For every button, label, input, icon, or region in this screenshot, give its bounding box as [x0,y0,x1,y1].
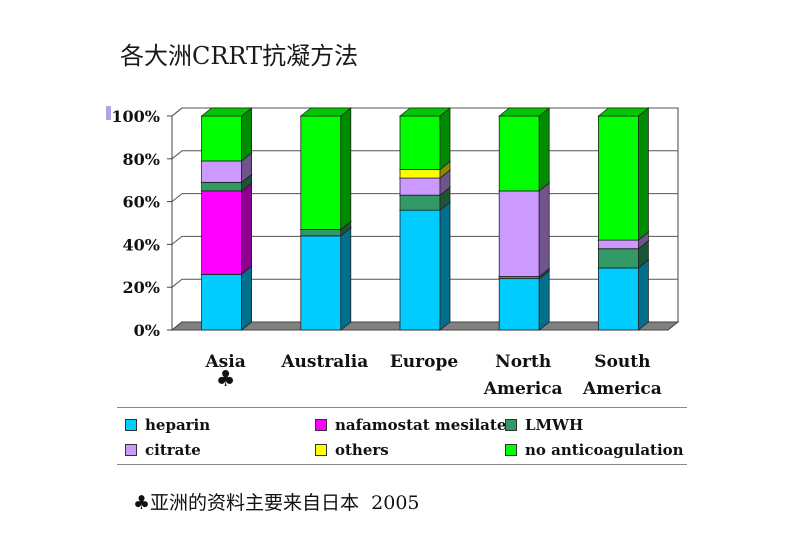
legend-swatch [125,444,137,456]
slide-title: 各大洲CRRT抗凝方法 [120,42,359,70]
y-tick-label: 20% [123,278,160,297]
legend-swatch [505,444,517,456]
bar-segment [201,273,243,331]
legend-swatch [315,419,327,431]
bar-segment [498,278,540,331]
club-marker: ♣ [216,367,236,392]
stacked-bar-chart: 0% 20% 40% 60% 80% 100% Asia♣ Australia Europe No… [111,107,680,399]
bar-segment-side [638,259,649,331]
legend-item: others [315,439,389,461]
legend-swatch [505,419,517,431]
legend-item: LMWH [505,414,583,436]
bar-segment [201,160,243,183]
bar-segment-top [597,107,650,117]
footnote: ♣亚洲的资料主要来自日本 2005 [133,488,420,515]
bar-segment [498,115,540,192]
bar-segment [201,190,243,275]
bar-segment-top [200,107,253,117]
bar-segment [598,239,639,250]
chart-legend: heparin nafamostat mesilate LMWH citrate oth… [117,407,687,465]
x-category-label: America [483,379,563,399]
bar-segment-side [538,182,550,278]
bar-segment-side [241,182,253,276]
bar-segment-top [299,107,352,117]
legend-swatch [125,419,137,431]
bar-segment-side [538,107,550,192]
bar-segment-side [340,107,352,231]
legend-item: heparin [125,414,210,436]
x-category-label: Europe [390,352,458,372]
legend-label: nafamostat mesilate [335,416,507,434]
bar-segment [598,115,639,241]
bar-segment-side [241,107,253,162]
bar-segment [399,169,441,179]
legend-label: heparin [145,416,211,434]
legend-item: no anticoagulation [505,439,684,461]
x-category-label: North [495,352,551,372]
bar-segment-side [439,107,451,171]
bar-segment-side [439,201,451,331]
club-symbol: ♣ [133,492,151,514]
bar-segment-side [538,269,550,331]
bar-segment [300,235,342,331]
legend-label: citrate [145,441,201,459]
bar-segment-side [340,227,352,331]
bar-segment [598,267,639,331]
bar-segment-side [638,107,649,241]
bar-segment [399,177,441,196]
x-category-label: Australia [280,352,368,372]
legend-item: citrate [125,439,201,461]
legend-swatch [315,444,327,456]
bar-segment [399,115,441,170]
bar-segment [300,115,342,230]
x-category-label: Asia [204,352,245,372]
x-category-label: America [582,379,662,399]
bar-segment [399,194,441,211]
footnote-text: 亚洲的资料主要来自日本 [150,492,360,514]
legend-item: nafamostat mesilate [315,414,506,436]
bar-segment-side [241,265,253,331]
legend-label: LMWH [525,416,584,434]
bar-segment [201,181,243,192]
bar-segment [201,115,243,162]
bar-segment [300,229,342,237]
slide-marker [106,106,111,120]
bar-segment [598,248,639,269]
bar-segment [498,190,540,277]
y-tick-label: 100% [111,107,160,126]
y-tick-label: 60% [123,193,160,212]
y-tick-label: 40% [123,235,160,254]
legend-label: no anticoagulation [525,441,684,459]
footnote-year: 2005 [371,492,420,514]
y-tick-label: 0% [134,321,160,340]
y-tick-label: 80% [123,150,160,169]
x-category-label: South [594,352,650,372]
legend-label: others [335,441,389,459]
bar-segment-top [498,107,551,117]
bar-segment [399,209,441,331]
bar-segment-top [398,107,452,117]
